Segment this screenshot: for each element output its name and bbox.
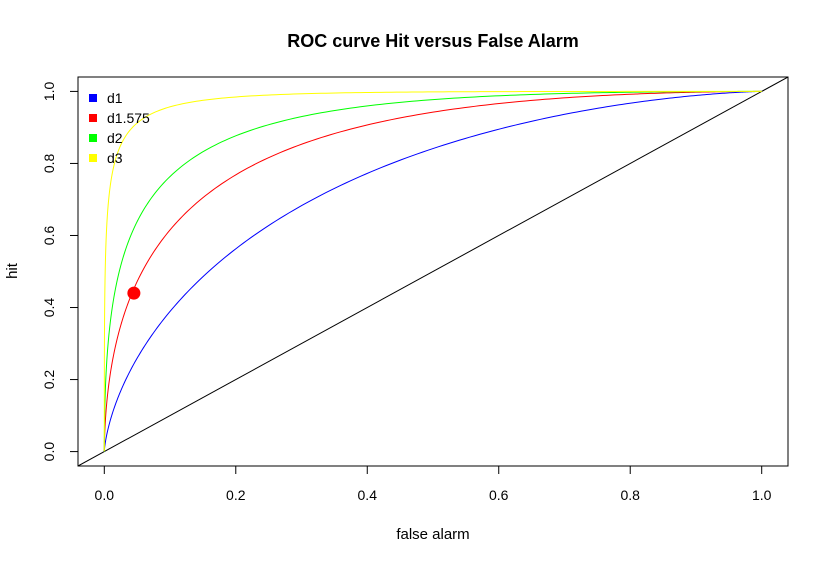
x-tick-label: 0.6 <box>489 487 509 503</box>
y-tick-label: 0.2 <box>41 370 57 390</box>
y-tick-label: 0.6 <box>41 226 57 246</box>
x-axis: 0.0 0.2 0.4 0.6 0.8 1.0 <box>95 465 772 503</box>
legend-swatch <box>89 94 97 102</box>
legend-label: d2 <box>107 130 123 146</box>
legend-label: d1.575 <box>107 110 150 126</box>
x-tick-label: 0.4 <box>358 487 378 503</box>
y-tick-label: 1.0 <box>41 81 57 101</box>
legend-label: d3 <box>107 150 123 166</box>
operating-point <box>127 286 141 300</box>
y-tick-label: 0.8 <box>41 154 57 174</box>
legend: d1 d1.575 d2 d3 <box>89 90 150 166</box>
x-axis-label: false alarm <box>396 526 469 543</box>
plot-frame <box>77 76 789 467</box>
y-tick-label: 0.4 <box>41 298 57 318</box>
x-tick-label: 0.8 <box>620 487 640 503</box>
y-tick-label: 0.0 <box>41 442 57 462</box>
roc-curve-d3 <box>103 90 762 452</box>
y-axis-label: hit <box>4 262 21 279</box>
x-tick-label: 1.0 <box>752 487 772 503</box>
y-axis: 0.0 0.2 0.4 0.6 0.8 1.0 <box>41 81 79 462</box>
legend-swatch <box>89 134 97 142</box>
legend-swatch <box>89 114 97 122</box>
legend-label: d1 <box>107 90 123 106</box>
x-tick-label: 0.0 <box>95 487 115 503</box>
chart-title: ROC curve Hit versus False Alarm <box>287 31 578 51</box>
x-tick-label: 0.2 <box>226 487 246 503</box>
legend-swatch <box>89 154 97 162</box>
plot-area <box>78 77 788 466</box>
chance-diagonal-line <box>78 77 788 466</box>
